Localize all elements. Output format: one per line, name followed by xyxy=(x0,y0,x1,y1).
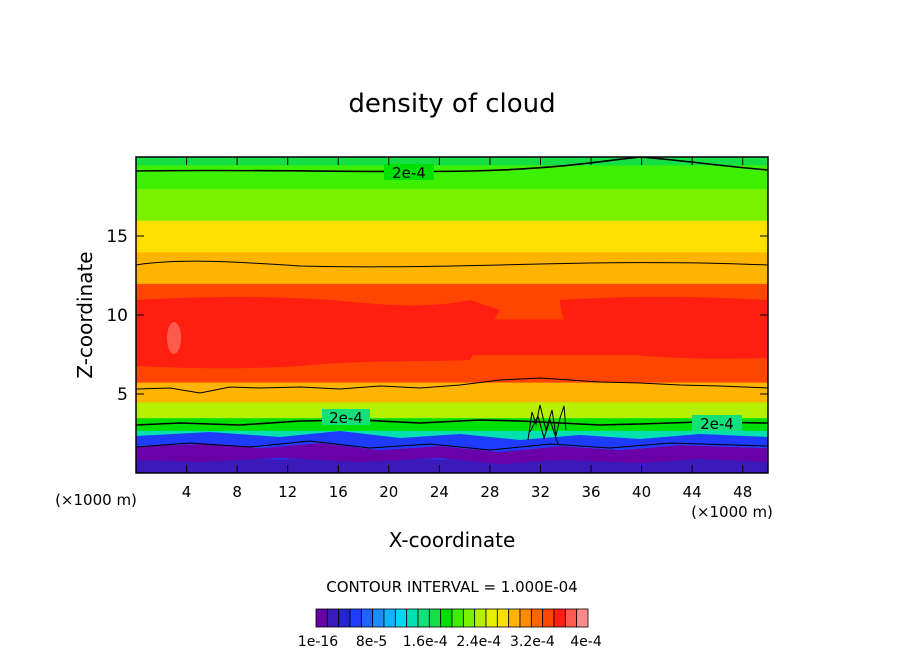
colorbar-label: 8e-5 xyxy=(356,634,387,650)
contour-line-top xyxy=(136,157,768,173)
y-axis-ticks: 5 10 15 xyxy=(106,227,768,405)
core-highlight xyxy=(167,322,181,354)
colorbar-swatch xyxy=(428,608,442,628)
colorbar xyxy=(315,608,589,628)
x-unit-left: (×1000 m) xyxy=(55,491,137,509)
contour-line-bottom xyxy=(136,440,768,451)
y-tick-label: 5 xyxy=(117,385,128,405)
colorbar-swatch xyxy=(440,608,453,628)
colorbar-swatch xyxy=(372,608,385,628)
colorbar-swatch xyxy=(406,608,419,628)
colorbar-swatch xyxy=(360,608,374,628)
colorbar-swatch xyxy=(519,608,532,628)
core-region-right xyxy=(560,297,768,359)
colorbar-swatch xyxy=(564,608,578,628)
x-tick-label: 16 xyxy=(329,483,348,501)
heatmap-band xyxy=(136,220,768,253)
x-tick-label: 8 xyxy=(232,483,242,501)
colorbar-swatch xyxy=(326,608,340,628)
contour-label-mid: 2e-4 xyxy=(322,409,370,427)
colorbar-swatch xyxy=(542,608,555,628)
heatmap-band xyxy=(136,157,768,166)
x-unit-right: (×1000 m) xyxy=(691,503,773,521)
colorbar-swatch xyxy=(474,608,487,628)
colorbar-swatch xyxy=(394,608,408,628)
colorbar-label: 1.6e-4 xyxy=(403,634,448,650)
x-axis-label: X-coordinate xyxy=(389,528,516,552)
colorbar-swatch xyxy=(496,608,510,628)
colorbar-label: 4e-4 xyxy=(570,634,602,650)
colorbar-label: 1e-16 xyxy=(298,634,338,650)
low-level-band xyxy=(136,443,768,464)
y-tick-label: 15 xyxy=(106,227,128,247)
heatmap-area: 2e-4 2e-4 2e-4 xyxy=(136,157,768,473)
colorbar-swatch xyxy=(530,608,544,628)
colorbar-swatch xyxy=(451,608,464,628)
x-tick-label: 24 xyxy=(430,483,449,501)
x-tick-label: 32 xyxy=(531,483,550,501)
colorbar-swatch xyxy=(383,608,396,628)
contour-line-lower xyxy=(136,419,768,426)
x-tick-label: 4 xyxy=(182,483,192,501)
x-axis-ticks: 4 8 12 16 20 24 28 32 36 40 44 48 xyxy=(182,157,752,501)
colorbar-label: 2.4e-4 xyxy=(456,634,501,650)
x-tick-label: 40 xyxy=(632,483,651,501)
x-tick-label: 12 xyxy=(278,483,297,501)
contour-interval-text: CONTOUR INTERVAL = 1.000E-04 xyxy=(326,578,577,596)
heatmap-band xyxy=(136,458,768,473)
colorbar-swatch xyxy=(417,608,430,628)
x-tick-label: 36 xyxy=(581,483,600,501)
heatmap-band xyxy=(136,188,768,221)
contour-label-mid-text: 2e-4 xyxy=(329,409,363,427)
colorbar-swatch xyxy=(338,608,351,628)
contour-label-right: 2e-4 xyxy=(692,415,742,433)
x-tick-label: 28 xyxy=(480,483,499,501)
x-tick-label: 48 xyxy=(733,483,752,501)
y-axis-label: Z-coordinate xyxy=(73,251,97,378)
contour-label-right-text: 2e-4 xyxy=(700,415,734,433)
core-region-left xyxy=(136,297,500,369)
colorbar-swatch xyxy=(315,608,328,628)
contour-line-upper xyxy=(136,260,768,268)
colorbar-swatch xyxy=(553,608,566,628)
contour-scatter xyxy=(527,404,567,445)
contour-label-top: 2e-4 xyxy=(384,164,434,182)
chart-title: density of cloud xyxy=(348,89,555,119)
contour-line-middle xyxy=(136,377,768,394)
colorbar-swatch xyxy=(576,608,589,628)
contour-label-top-text: 2e-4 xyxy=(392,164,426,182)
colorbar-label: 3.2e-4 xyxy=(510,634,555,650)
x-tick-label: 44 xyxy=(683,483,702,501)
low-level-blue-band xyxy=(136,431,768,452)
x-tick-label: 20 xyxy=(379,483,398,501)
colorbar-swatch xyxy=(462,608,476,628)
heatmap-band xyxy=(136,401,768,419)
colorbar-swatch xyxy=(349,608,362,628)
heatmap-band xyxy=(136,164,768,190)
heatmap-band xyxy=(136,251,768,284)
y-tick-label: 10 xyxy=(106,306,128,326)
colorbar-swatch xyxy=(485,608,498,628)
colorbar-labels: 1e-16 8e-5 1.6e-4 2.4e-4 3.2e-4 4e-4 xyxy=(298,634,602,650)
colorbar-swatch xyxy=(508,608,521,628)
